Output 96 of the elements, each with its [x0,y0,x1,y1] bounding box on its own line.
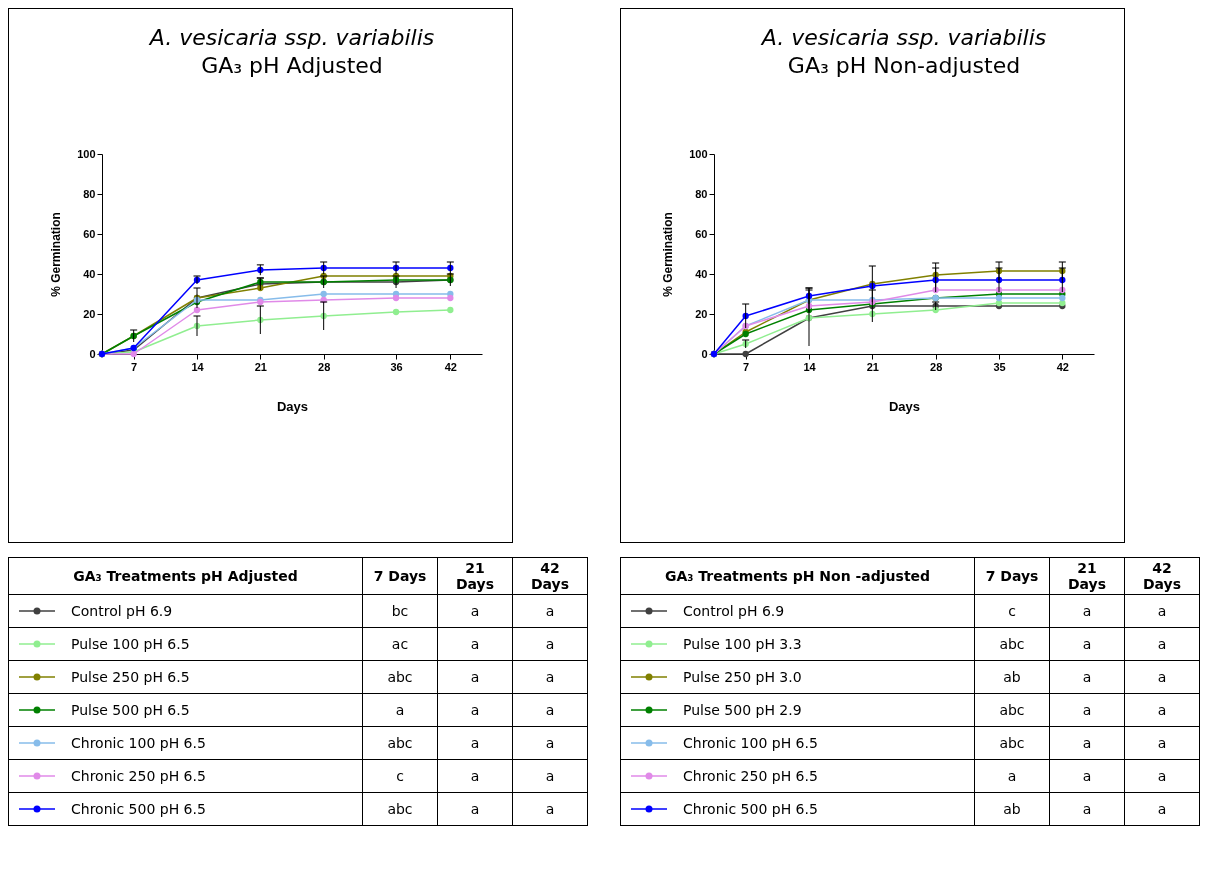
x-axis-title: Days [888,398,921,414]
x-tick-label: 21 [866,360,879,373]
legend-label: Control pH 6.9 [65,594,363,628]
text: a [512,693,588,727]
y-tick-label: 60 [695,227,708,240]
legend-label: Control pH 6.9 [677,594,975,628]
x-tick-label: 36 [390,360,403,373]
text: 7 Days [974,557,1050,595]
text: a [1049,594,1125,628]
legend-label: Pulse 250 pH 6.5 [65,660,363,694]
text: a [1049,726,1125,760]
text: a [512,594,588,628]
y-axis-title: % Germination [661,212,676,297]
x-tick-label: 28 [318,360,331,373]
legend-label: Pulse 500 pH 6.5 [65,693,363,727]
legend-title: GA₃ Treatments pH Non -adjusted [620,557,975,595]
text: ab [974,660,1050,694]
x-tick-label: 7 [743,360,750,373]
text: a [512,660,588,694]
text: a [1124,660,1200,694]
text: a [974,759,1050,793]
y-tick-label: 20 [83,307,96,320]
text: a [437,726,513,760]
legend-label: Pulse 500 pH 2.9 [677,693,975,727]
y-axis-title: % Germination [49,212,64,297]
text: a [1124,627,1200,661]
x-tick-label: 28 [930,360,943,373]
x-tick-label: 14 [803,360,817,373]
text: a [1049,693,1125,727]
text: bc [362,594,438,628]
text: abc [362,726,438,760]
y-tick-label: 100 [689,147,708,160]
text: a [1124,726,1200,760]
text: abc [362,792,438,826]
legend-label: Chronic 100 pH 6.5 [677,726,975,760]
y-tick-label: 0 [701,347,708,360]
x-tick-label: 7 [131,360,138,373]
legend-label: Chronic 500 pH 6.5 [677,792,975,826]
text: a [1124,759,1200,793]
text: 21 Days [1049,557,1125,595]
y-tick-label: 0 [89,347,96,360]
y-tick-label: 80 [695,187,708,200]
text: ab [974,792,1050,826]
text: 42 Days [512,557,588,595]
legend-label: Chronic 500 pH 6.5 [65,792,363,826]
text: a [1124,693,1200,727]
y-tick-label: 80 [83,187,96,200]
chart-title: A. vesicaria ssp. variabilis [147,25,435,50]
text: a [437,594,513,628]
legend-title: GA₃ Treatments pH Adjusted [8,557,363,595]
legend-label: Chronic 250 pH 6.5 [677,759,975,793]
text: abc [362,660,438,694]
legend-label: Pulse 250 pH 3.0 [677,660,975,694]
text: a [437,792,513,826]
text: c [362,759,438,793]
y-tick-label: 60 [83,227,96,240]
text: a [437,660,513,694]
text: abc [974,693,1050,727]
x-axis-title: Days [276,398,309,414]
text: ac [362,627,438,661]
text: 42 Days [1124,557,1200,595]
x-tick-label: 14 [191,360,205,373]
text: 7 Days [362,557,438,595]
chart-subtitle: GA₃ pH Adjusted [201,53,383,78]
text: a [437,627,513,661]
text: 21 Days [437,557,513,595]
y-tick-label: 20 [695,307,708,320]
text: a [437,759,513,793]
legend-label: Chronic 250 pH 6.5 [65,759,363,793]
legend-label: Pulse 100 pH 3.3 [677,627,975,661]
y-tick-label: 40 [695,267,708,280]
text: abc [974,627,1050,661]
text: a [1124,792,1200,826]
text: a [512,759,588,793]
chart-title: A. vesicaria ssp. variabilis [759,25,1047,50]
text: a [1124,594,1200,628]
text: a [1049,759,1125,793]
legend-label: Pulse 100 pH 6.5 [65,627,363,661]
chart-subtitle: GA₃ pH Non-adjusted [787,53,1021,78]
text: a [1049,627,1125,661]
text: a [437,693,513,727]
text: a [1049,792,1125,826]
text: a [512,627,588,661]
x-tick-label: 21 [254,360,267,373]
text: a [362,693,438,727]
x-tick-label: 42 [1056,360,1069,373]
legend-label: Chronic 100 pH 6.5 [65,726,363,760]
text: abc [974,726,1050,760]
x-tick-label: 42 [444,360,457,373]
y-tick-label: 100 [77,147,96,160]
text: a [512,726,588,760]
text: a [512,792,588,826]
y-tick-label: 40 [83,267,96,280]
text: a [1049,660,1125,694]
x-tick-label: 35 [993,360,1006,373]
text: c [974,594,1050,628]
